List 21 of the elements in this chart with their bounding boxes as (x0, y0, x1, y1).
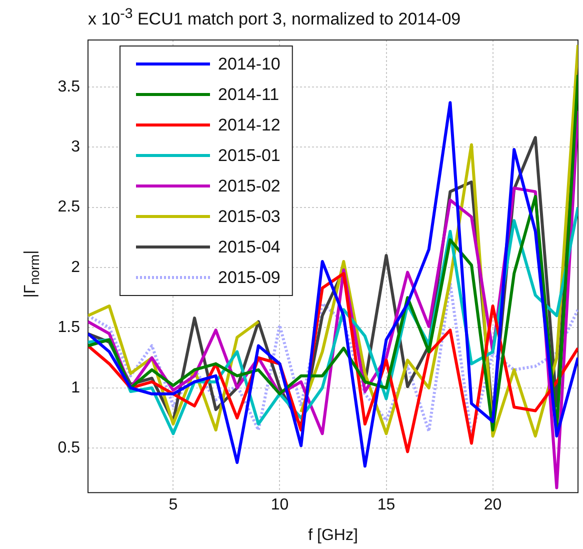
x-tick-label: 15 (377, 496, 396, 514)
y-tick-label: 3.5 (58, 78, 80, 96)
x-tick-label: 10 (270, 496, 289, 514)
legend-label: 2014-12 (218, 116, 280, 135)
y-tick-label: 3 (71, 138, 80, 156)
x-axis-title: f [GHz] (308, 526, 358, 544)
x-tick-label: 5 (168, 496, 178, 514)
chart-title: x 10$^{-3}$ ECU1 match port 3, normalized to 2014-09 (88, 6, 461, 30)
legend-label: 2015-04 (218, 238, 280, 257)
y-tick-label: 2 (71, 258, 80, 276)
legend-label: 2015-02 (218, 176, 280, 196)
y-tick-label: 1 (71, 379, 80, 396)
legend-label: 2014-11 (218, 85, 280, 104)
y-tick-label: 2.5 (58, 198, 80, 216)
legend-label: 2015-09 (218, 268, 280, 288)
y-tick-label: 0.5 (58, 439, 80, 456)
legend-label: 2015-01 (218, 146, 280, 166)
x-tick-label: 20 (484, 496, 502, 514)
legend-label: 2015-03 (218, 207, 280, 226)
legend-label: 2014-10 (218, 54, 280, 74)
y-tick-label: 1.5 (58, 319, 80, 336)
